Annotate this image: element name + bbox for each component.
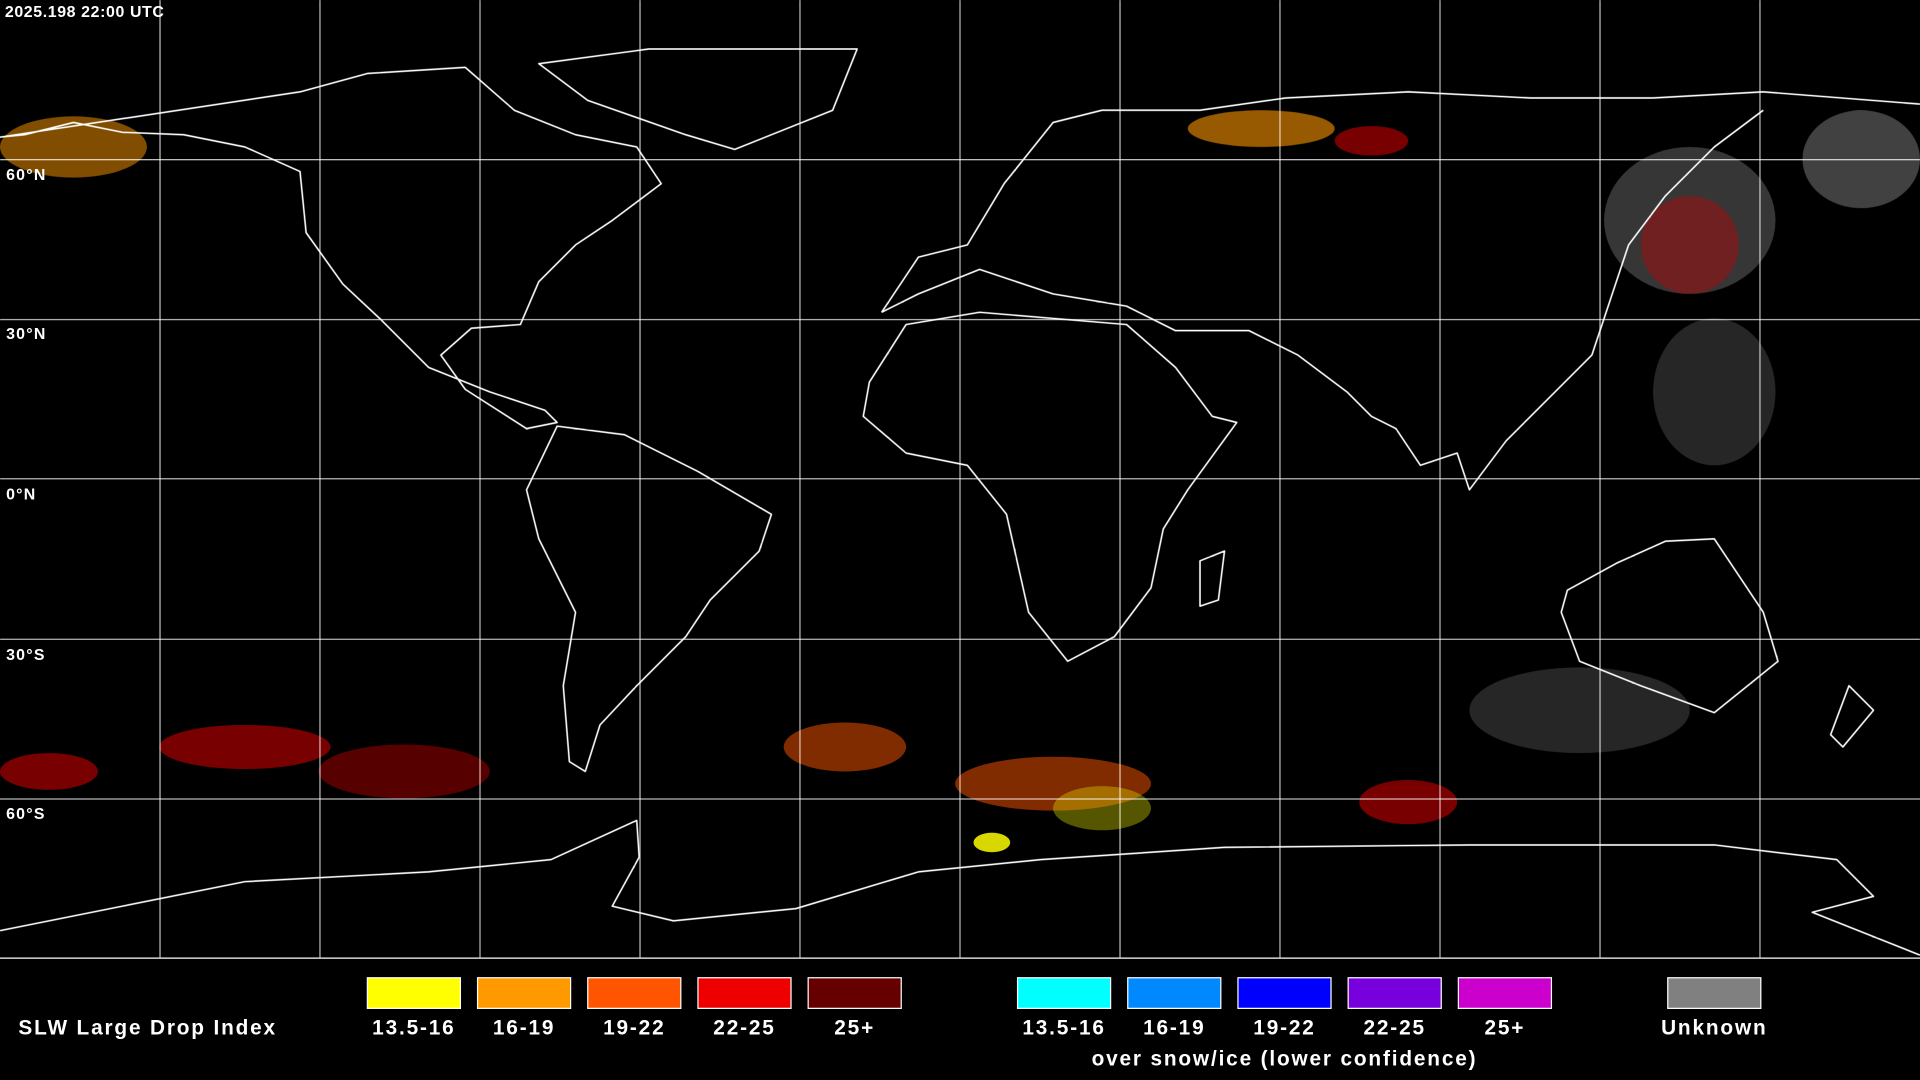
latitude-label: 60°S — [6, 806, 46, 823]
latitude-label: 30°S — [6, 647, 46, 664]
legend-label: 13.5-16 — [1022, 1017, 1105, 1040]
legend-label: 22-25 — [1364, 1017, 1426, 1040]
coastlines — [0, 48, 1920, 956]
legend-label: Unknown — [1661, 1017, 1767, 1040]
legend-swatch — [1457, 977, 1553, 1009]
latitude-label: 30°N — [6, 326, 46, 343]
legend-label: 25+ — [1484, 1017, 1525, 1040]
legend-label: 13.5-16 — [372, 1017, 455, 1040]
legend-label: 19-22 — [603, 1017, 665, 1040]
legend-title: SLW Large Drop Index — [18, 1017, 277, 1040]
cloud-patches — [0, 110, 1920, 853]
legend-swatch — [1016, 977, 1112, 1009]
legend-swatch — [587, 977, 682, 1009]
legend-swatch — [366, 977, 462, 1009]
legend-swatch — [697, 977, 792, 1009]
legend-label: 16-19 — [493, 1017, 555, 1040]
timestamp: 2025.198 22:00 UTC — [5, 4, 165, 21]
legend-label: 25+ — [834, 1017, 875, 1040]
legend-swatch — [1347, 977, 1442, 1009]
legend-swatch — [1127, 977, 1222, 1009]
latitude-label: 0°N — [6, 487, 36, 504]
legend-swatch — [1237, 977, 1332, 1009]
legend-caption: over snow/ice (lower confidence) — [1092, 1047, 1478, 1070]
legend-label: 22-25 — [713, 1017, 775, 1040]
legend: 13.5-16 16-19 19-22 22-25 25+ 13.5-16 16-19 19-… — [366, 977, 1767, 1070]
graticule — [0, 0, 1920, 958]
legend-swatch — [807, 977, 902, 1009]
legend-swatch — [476, 977, 572, 1009]
legend-label: 16-19 — [1143, 1017, 1205, 1040]
latitude-label: 60°N — [6, 167, 46, 184]
legend-label: 19-22 — [1253, 1017, 1315, 1040]
legend-swatch — [1667, 977, 1762, 1009]
